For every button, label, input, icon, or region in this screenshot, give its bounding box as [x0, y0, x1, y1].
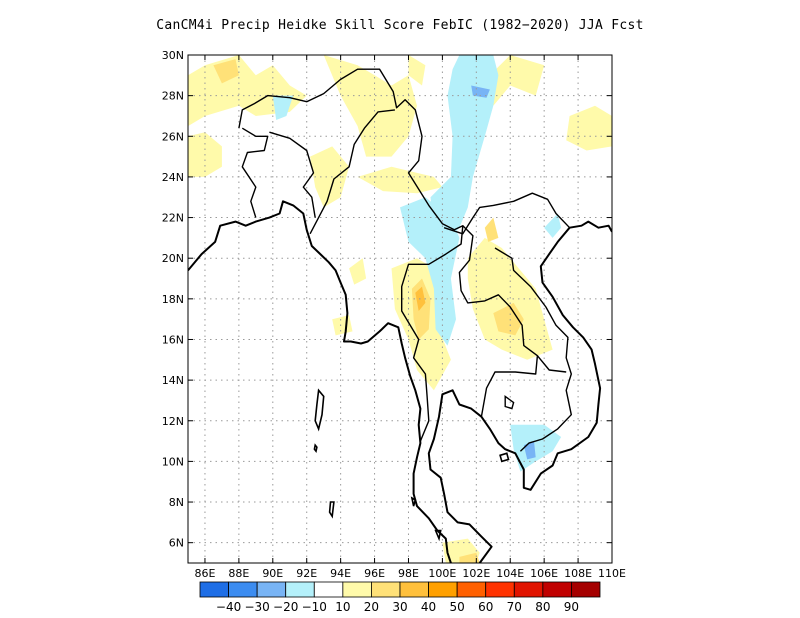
skill-score-region	[349, 258, 367, 285]
map-title: CanCM4i Precip Heidke Skill Score FebIC …	[156, 18, 644, 33]
coastlines	[188, 200, 612, 563]
island	[314, 388, 325, 432]
latitude-tick-label: 20N	[162, 252, 184, 265]
longitude-tick-label: 88E	[228, 567, 249, 580]
country-border	[536, 355, 567, 373]
colorbar-label: 70	[507, 600, 522, 614]
longitude-tick-label: 96E	[364, 567, 385, 580]
island	[328, 501, 335, 519]
longitude-tick-label: 106E	[530, 567, 558, 580]
country-borders	[238, 68, 572, 452]
island	[499, 452, 510, 463]
island	[410, 496, 417, 507]
axis-ticks: 30N 28N 26N 24N 22N 20N 18N 16N 14N 12N 10N 8N 6N 86E…	[162, 49, 626, 580]
longitude-tick-label: 90E	[262, 567, 283, 580]
colorbar-label: −10	[302, 600, 327, 614]
country-border	[443, 192, 571, 235]
skill-score-region	[459, 552, 480, 563]
longitude-tick-label: 110E	[598, 567, 626, 580]
latitude-tick-label: 28N	[162, 90, 184, 103]
colorbar-swatch	[256, 581, 287, 598]
latitude-tick-label: 12N	[162, 415, 184, 428]
latitude-tick-label: 6N	[169, 537, 184, 550]
tonle-sap-lake	[504, 395, 515, 410]
colorbar-label: 20	[364, 600, 379, 614]
colorbar-swatch	[342, 581, 372, 598]
colorbar-swatch	[371, 581, 401, 598]
longitude-tick-label: 108E	[564, 567, 592, 580]
latitude-tick-label: 8N	[169, 496, 184, 509]
skill-score-region	[566, 105, 612, 151]
colorbar-swatch	[456, 581, 487, 598]
country-border	[458, 225, 539, 417]
colorbar-swatch	[513, 581, 544, 598]
coastline	[188, 200, 452, 563]
colorbar-label: −40	[216, 600, 241, 614]
latitude-tick-label: 22N	[162, 212, 184, 225]
colorbar-label: 10	[335, 600, 350, 614]
colorbar-swatch	[485, 581, 515, 598]
skill-score-region	[484, 217, 499, 242]
colorbar-swatch	[228, 581, 258, 598]
coastline	[427, 220, 612, 563]
country-border	[241, 127, 269, 218]
latitude-tick-label: 16N	[162, 333, 184, 346]
longitude-tick-label: 102E	[462, 567, 490, 580]
longitude-tick-label: 92E	[296, 567, 317, 580]
colorbar-label: 60	[478, 600, 493, 614]
latitude-tick-label: 14N	[162, 374, 184, 387]
colorbar-label: −30	[244, 600, 269, 614]
colorbar-swatch	[313, 581, 344, 598]
colorbar-swatch	[542, 581, 572, 598]
country-border	[238, 68, 464, 442]
country-border	[309, 109, 395, 235]
skill-score-region	[544, 213, 562, 238]
colorbar-label: 50	[450, 600, 465, 614]
longitude-tick-label: 94E	[330, 567, 351, 580]
skill-score-region	[310, 146, 350, 208]
skill-score-region	[213, 59, 239, 84]
longitude-tick-label: 98E	[398, 567, 419, 580]
skill-score-region	[408, 55, 426, 86]
skill-score-region	[430, 55, 499, 238]
latitude-tick-label: 30N	[162, 49, 184, 62]
latitude-tick-label: 24N	[162, 171, 184, 184]
latitude-tick-label: 26N	[162, 130, 184, 143]
colorbar: −40 −30 −20 −10 10 20 30 40 50 60 70 80 90	[199, 581, 601, 614]
colorbar-swatch	[399, 581, 429, 598]
island	[434, 529, 442, 542]
skill-score-region	[400, 197, 460, 346]
latitude-tick-label: 10N	[162, 455, 184, 468]
colorbar-label: −20	[273, 600, 298, 614]
colorbar-label: 80	[535, 600, 550, 614]
colorbar-label: 30	[392, 600, 407, 614]
skill-score-region	[272, 95, 294, 120]
skill-score-region	[332, 315, 353, 336]
skill-score-region	[188, 55, 307, 127]
skill-score-region	[489, 55, 545, 106]
skill-score-region	[357, 166, 443, 194]
country-border	[494, 247, 572, 452]
latitude-tick-label: 18N	[162, 293, 184, 306]
colorbar-swatch	[199, 581, 229, 598]
colorbar-swatch	[428, 581, 458, 598]
longitude-tick-label: 100E	[428, 567, 456, 580]
skill-score-region	[493, 302, 524, 336]
longitude-tick-label: 104E	[496, 567, 524, 580]
colorbar-swatch	[571, 581, 601, 598]
skill-score-region	[323, 55, 417, 157]
plot-frame	[187, 54, 613, 564]
map-gridlines	[188, 55, 612, 563]
skill-score-region	[510, 424, 562, 472]
island	[313, 443, 318, 453]
colorbar-swatch	[285, 581, 315, 598]
country-border	[269, 131, 316, 218]
skill-score-shading	[188, 55, 612, 563]
skill-score-region	[467, 237, 553, 360]
longitude-tick-label: 86E	[194, 567, 215, 580]
colorbar-label: 40	[421, 600, 436, 614]
colorbar-label: 90	[564, 600, 579, 614]
